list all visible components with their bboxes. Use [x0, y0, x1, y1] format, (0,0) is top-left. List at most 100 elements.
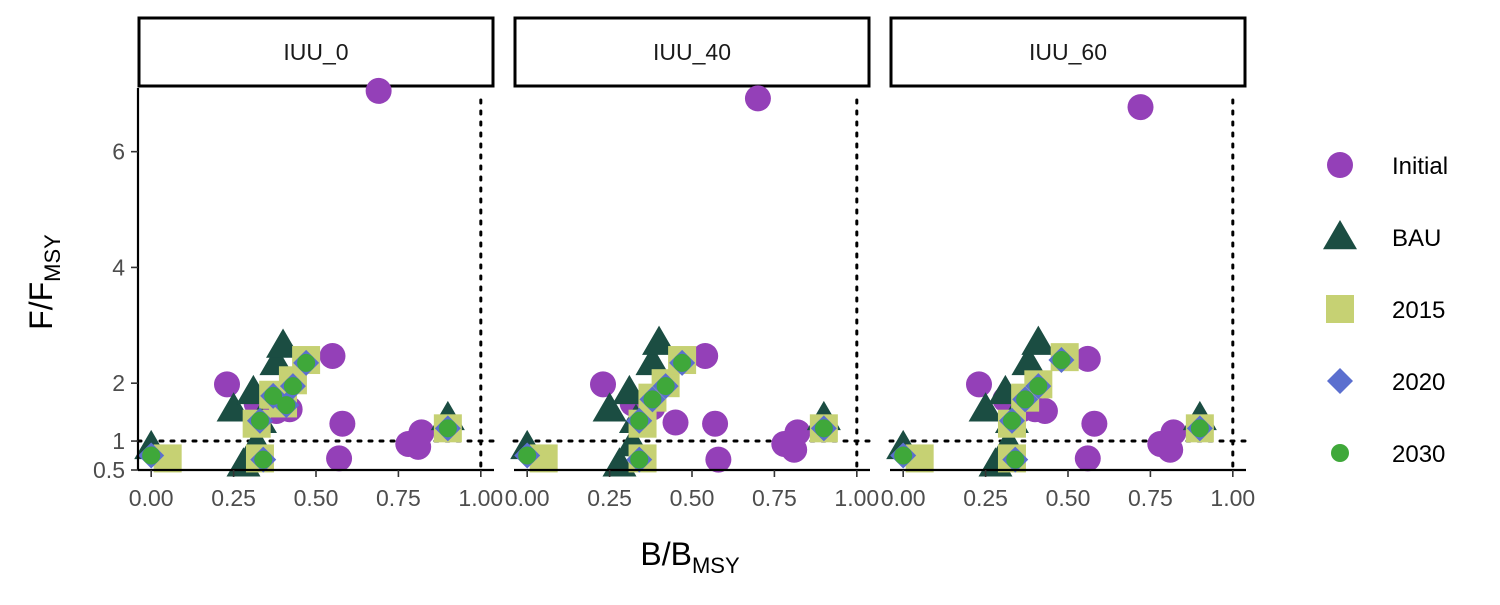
- facet-strip: [513, 16, 871, 88]
- y-tick-label: 2: [112, 370, 125, 396]
- data-point-initial: [784, 419, 811, 446]
- y-tick-label: 1: [112, 428, 125, 454]
- data-point-2030: [1190, 419, 1209, 438]
- legend-label: 2015: [1392, 297, 1445, 324]
- facet-strip-label: IUU_60: [1029, 39, 1107, 65]
- data-point-bau: [612, 374, 647, 405]
- legend-key-diamond: [1327, 368, 1353, 394]
- x-tick-label: 1.00: [458, 485, 503, 511]
- data-point-initial: [1074, 345, 1101, 372]
- data-point-initial: [214, 371, 240, 398]
- x-tick-label: 0.50: [1046, 485, 1091, 511]
- data-points: [510, 85, 841, 477]
- data-point-initial: [319, 342, 346, 369]
- y-tick-label: 6: [112, 139, 125, 165]
- facet-strip-label: IUU_40: [653, 39, 731, 65]
- legend-item-initial: Initial: [1327, 152, 1448, 180]
- x-tick-label: 0.25: [211, 485, 256, 511]
- data-points: [886, 94, 1217, 477]
- svg-text:B/BMSY: B/BMSY: [640, 536, 740, 578]
- data-point-2030: [643, 390, 662, 409]
- y-tick-label: 0.5: [93, 457, 125, 483]
- data-point-initial: [966, 371, 992, 398]
- data-point-bau: [1011, 345, 1046, 376]
- y-axis-title-sub: MSY: [40, 234, 65, 282]
- x-tick-label: 0.50: [670, 485, 715, 511]
- data-point-initial: [590, 371, 616, 398]
- data-point-2030: [1052, 351, 1071, 370]
- data-point-2030: [283, 377, 302, 396]
- legend-label: Initial: [1392, 153, 1448, 180]
- data-point-initial: [1127, 94, 1154, 121]
- facet-strip: [137, 16, 495, 88]
- y-tick-label: 4: [112, 254, 125, 280]
- legend-item-bau: BAU: [1323, 220, 1441, 252]
- legend-item-2015: 2015: [1326, 295, 1445, 324]
- data-point-2030: [518, 446, 537, 465]
- data-point-2030: [1016, 390, 1035, 409]
- x-axis-title: B/BMSY: [640, 536, 740, 578]
- data-point-initial: [329, 410, 356, 437]
- data-point-bau: [635, 345, 670, 376]
- legend: Initial BAU 2015 2020 2030: [1323, 152, 1448, 468]
- x-tick-label: 0.00: [881, 485, 926, 511]
- x-tick-label: 0.75: [1128, 485, 1173, 511]
- x-tick-label: 0.50: [294, 485, 339, 511]
- legend-item-2030: 2030: [1331, 441, 1445, 468]
- data-point-bau: [266, 328, 301, 358]
- facet-panels: IUU_0 0.00 0.25 0.50 0.75 1.00 0.5 1 2 4 6 IUU_40 0.…: [93, 16, 1255, 511]
- legend-label: 2020: [1392, 369, 1445, 396]
- data-point-bau: [592, 392, 627, 422]
- data-point-initial: [1074, 445, 1101, 472]
- x-tick-label: 0.25: [963, 485, 1008, 511]
- x-tick-label: 0.00: [129, 485, 174, 511]
- legend-label: 2030: [1392, 441, 1445, 468]
- data-point-2030: [673, 353, 692, 372]
- data-point-initial: [1160, 419, 1187, 446]
- data-point-initial: [692, 342, 719, 369]
- legend-key-triangle: [1323, 220, 1357, 250]
- x-tick-label: 1.00: [834, 485, 879, 511]
- x-axis-title-main: B: [640, 536, 661, 572]
- data-point-initial: [326, 445, 353, 472]
- legend-key-circle: [1327, 152, 1353, 178]
- facet-IUU_60: IUU_60 0.00 0.25 0.50 0.75 1.00: [881, 16, 1255, 511]
- data-point-2030: [814, 419, 833, 438]
- data-point-2030: [1002, 411, 1021, 430]
- legend-item-2020: 2020: [1327, 368, 1445, 396]
- data-point-bau: [968, 392, 1003, 422]
- data-point-2030: [438, 419, 457, 438]
- data-point-2030: [277, 396, 296, 415]
- x-tick-label: 0.75: [752, 485, 797, 511]
- data-point-2030: [254, 450, 273, 469]
- data-point-2030: [1029, 377, 1048, 396]
- facet-strip-label: IUU_0: [283, 39, 348, 65]
- data-point-2030: [894, 446, 913, 465]
- facet-strip: [889, 16, 1247, 88]
- y-axis-title-main: F: [23, 310, 59, 330]
- legend-key-square: [1326, 295, 1354, 323]
- data-point-2030: [250, 411, 269, 430]
- data-point-2030: [297, 353, 316, 372]
- data-point-initial: [408, 419, 435, 446]
- data-point-initial: [1081, 410, 1108, 437]
- data-points: [134, 77, 465, 477]
- svg-text:F/FMSY: F/FMSY: [23, 234, 65, 330]
- data-point-2030: [1006, 450, 1025, 469]
- data-point-2030: [630, 450, 649, 469]
- data-point-2030: [264, 386, 283, 405]
- legend-label: BAU: [1392, 225, 1441, 252]
- x-axis-title-main-2: B: [671, 536, 692, 572]
- x-tick-label: 0.25: [587, 485, 632, 511]
- facet-IUU_0: IUU_0 0.00 0.25 0.50 0.75 1.00 0.5 1 2 4 6: [93, 16, 503, 511]
- data-point-bau: [216, 392, 251, 422]
- data-point-initial: [705, 446, 732, 473]
- x-tick-label: 0.00: [505, 485, 550, 511]
- data-point-2030: [656, 377, 675, 396]
- x-axis-title-sub: MSY: [692, 553, 740, 578]
- data-point-2030: [142, 446, 161, 465]
- data-point-initial: [662, 409, 689, 436]
- data-point-initial: [744, 85, 771, 112]
- x-tick-label: 1.00: [1210, 485, 1255, 511]
